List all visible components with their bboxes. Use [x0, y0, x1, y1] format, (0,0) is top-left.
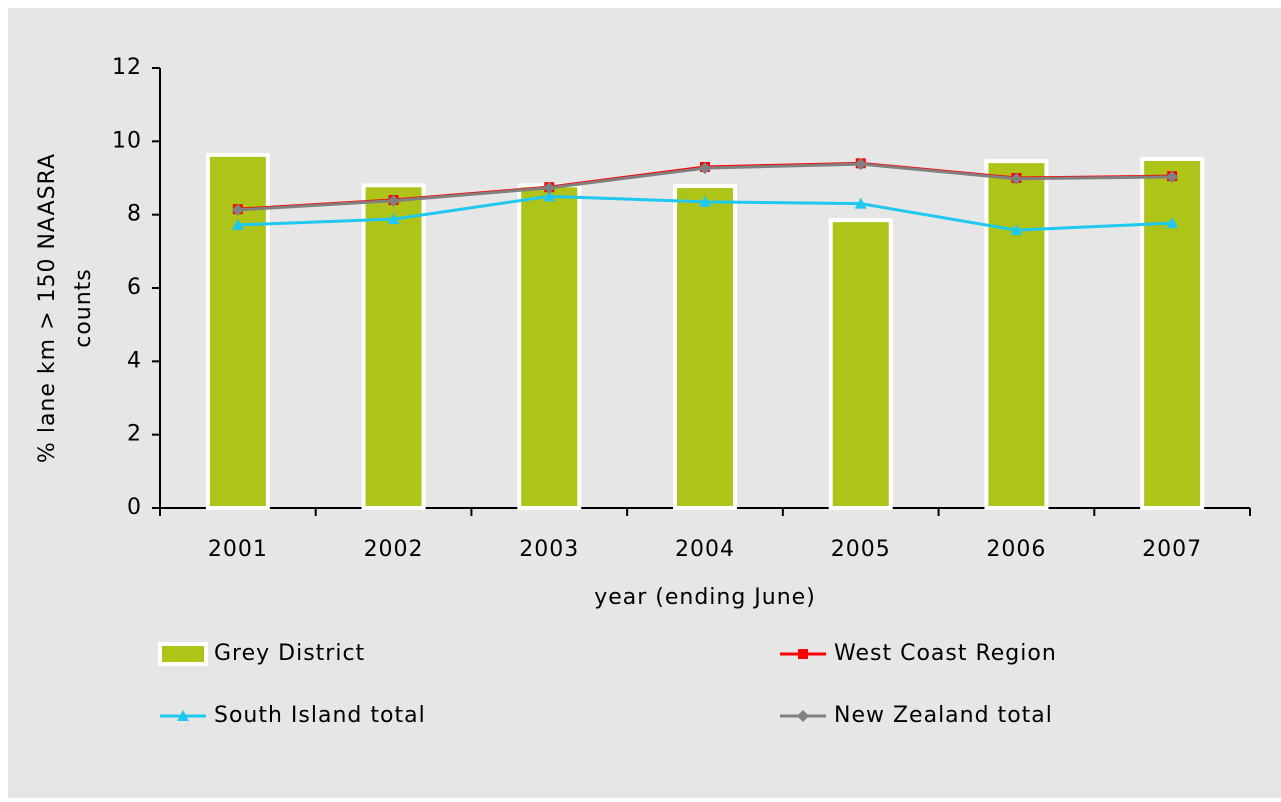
marker	[699, 162, 711, 175]
y-axis-label: % lane km > 150 NAASRA	[35, 153, 60, 463]
legend-label: Grey District	[214, 641, 365, 666]
marker	[699, 195, 711, 207]
x-tick-label: 2007	[1142, 537, 1202, 562]
y-tick-label: 6	[127, 275, 142, 300]
chart-background	[8, 8, 1281, 798]
marker	[543, 190, 556, 202]
y-tick-label: 4	[127, 348, 142, 373]
marker	[387, 194, 400, 207]
y-axis-label: counts	[71, 268, 96, 348]
legend-label: South Island total	[214, 703, 426, 728]
marker	[1166, 217, 1179, 229]
marker	[177, 710, 189, 721]
marker	[387, 213, 400, 225]
y-tick-label: 0	[127, 495, 142, 520]
y-tick-label: 10	[112, 128, 142, 153]
marker	[1010, 172, 1023, 185]
x-tick-label: 2002	[364, 537, 424, 562]
y-tick-label: 12	[112, 55, 142, 80]
marker	[231, 203, 244, 216]
x-tick-label: 2001	[208, 537, 268, 562]
marker	[1010, 224, 1023, 236]
legend-label: New Zealand total	[834, 703, 1053, 728]
bar	[1140, 156, 1205, 511]
x-tick-label: 2005	[831, 537, 891, 562]
bar	[361, 183, 426, 510]
bar	[517, 183, 582, 510]
bar	[673, 184, 737, 510]
marker	[231, 218, 244, 230]
marker	[543, 181, 556, 194]
legend-label: West Coast Region	[834, 641, 1057, 666]
y-tick-label: 8	[127, 202, 142, 227]
marker	[854, 158, 867, 171]
marker	[854, 197, 867, 209]
x-tick-label: 2003	[519, 537, 579, 562]
x-tick-label: 2006	[986, 537, 1046, 562]
x-axis-label: year (ending June)	[594, 585, 816, 610]
marker	[797, 710, 809, 722]
bar	[984, 159, 1049, 510]
marker	[798, 649, 808, 659]
x-tick-label: 2004	[675, 537, 735, 562]
marker	[1166, 170, 1179, 183]
bar	[828, 218, 893, 511]
legend-swatch	[158, 642, 208, 666]
y-tick-label: 2	[127, 422, 142, 447]
